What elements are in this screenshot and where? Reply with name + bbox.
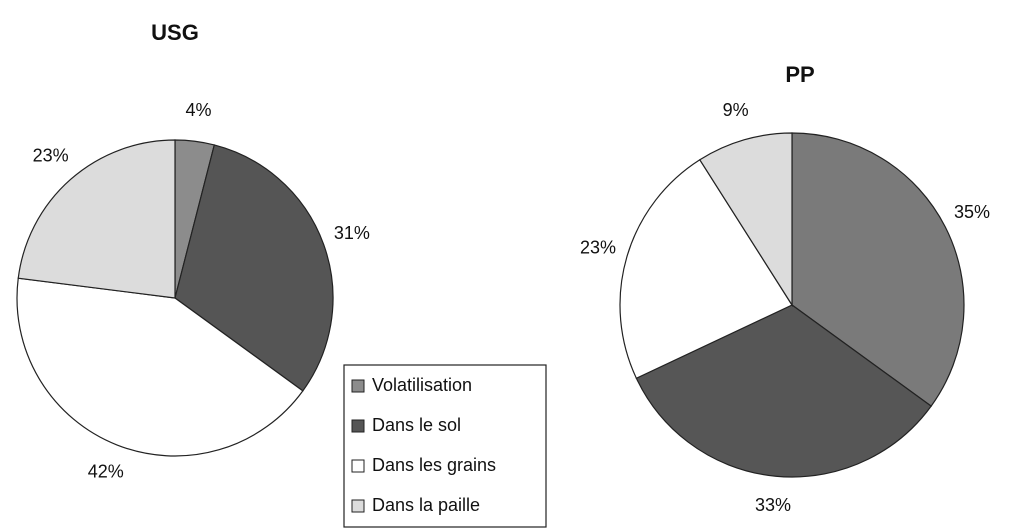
pie-slice [17, 139, 176, 299]
data-label: 4% [186, 100, 212, 120]
legend-label: Dans la paille [372, 495, 480, 515]
pie-slice [16, 277, 304, 457]
legend-label: Dans les grains [372, 455, 496, 475]
legend-swatch [351, 379, 365, 393]
pie-slice [791, 132, 965, 407]
chart-title: USG [151, 20, 199, 45]
data-label: 23% [580, 237, 616, 257]
legend-swatch [351, 499, 365, 513]
pie-slice [699, 132, 793, 308]
data-label: 42% [88, 462, 124, 482]
data-label: 23% [33, 146, 69, 166]
pie-slice [635, 304, 932, 478]
data-label: 31% [334, 223, 370, 243]
chart-title: PP [785, 62, 814, 87]
legend-swatch [351, 459, 365, 473]
data-label: 33% [755, 495, 791, 515]
legend-box [343, 364, 547, 528]
data-label: 35% [954, 202, 990, 222]
data-label: 9% [723, 100, 749, 120]
pie-slice [619, 158, 793, 380]
legend-label: Volatilisation [372, 375, 472, 395]
legend-swatch [351, 419, 365, 433]
legend-label: Dans le sol [372, 415, 461, 435]
pie-slice [174, 144, 334, 392]
